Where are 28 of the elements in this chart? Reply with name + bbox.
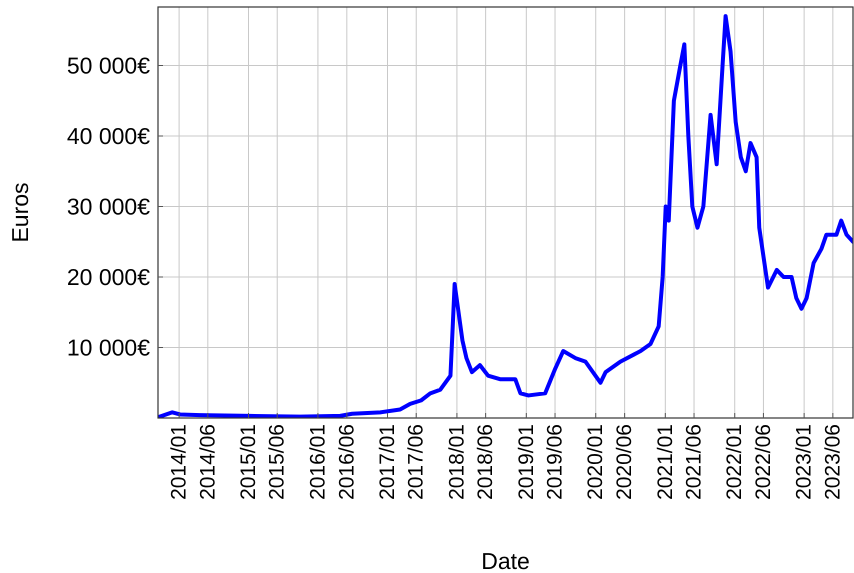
- x-tick-label: 2023/01: [792, 424, 816, 500]
- x-tick-label: 2021/06: [682, 424, 706, 500]
- x-tick-label: 2020/06: [613, 424, 636, 500]
- y-axis-title: Euros: [7, 182, 33, 243]
- x-tick-label: 2019/06: [544, 424, 567, 500]
- x-tick-label: 2022/01: [723, 424, 746, 500]
- x-tick-label: 2023/06: [821, 424, 844, 500]
- y-tick-label: 30 000€: [66, 194, 150, 220]
- y-tick-label: 40 000€: [66, 123, 150, 150]
- y-tick-label: 20 000€: [66, 264, 150, 290]
- x-tick-label: 2022/06: [752, 424, 775, 500]
- x-tick-label: 2014/06: [196, 424, 220, 500]
- x-tick-label: 2017/06: [404, 424, 428, 500]
- x-tick-label: 2021/01: [654, 424, 677, 500]
- y-tick-label: 50 000€: [66, 52, 150, 79]
- x-tick-label: 2017/01: [376, 424, 400, 500]
- x-axis-title: Date: [481, 548, 530, 573]
- x-tick-label: 2016/06: [335, 424, 358, 500]
- x-tick-label: 2015/06: [266, 424, 289, 500]
- line-series: [158, 14, 853, 418]
- x-tick-label: 2019/01: [514, 424, 538, 500]
- x-tick-label: 2014/01: [168, 424, 191, 500]
- x-tick-label: 2016/01: [306, 424, 330, 500]
- x-tick-label: 2018/01: [445, 424, 468, 500]
- x-tick-label: 2020/01: [584, 424, 608, 500]
- x-tick-label: 2018/06: [474, 424, 498, 500]
- x-tick-label: 2015/01: [237, 424, 260, 500]
- y-tick-label: 10 000€: [66, 334, 150, 361]
